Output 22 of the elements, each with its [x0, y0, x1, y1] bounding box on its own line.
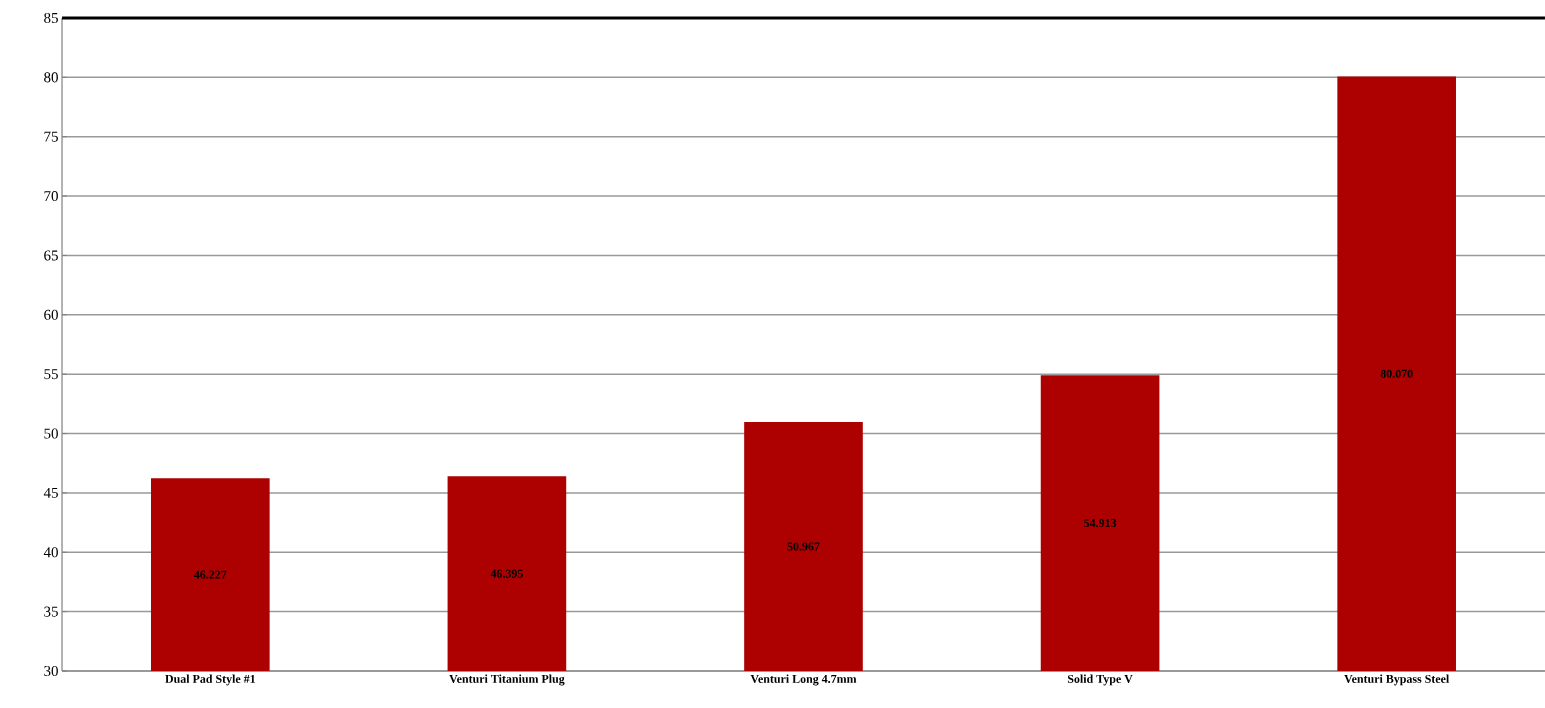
- y-tick-label: 30: [44, 665, 58, 677]
- y-tick-label: 65: [44, 250, 58, 261]
- y-tick-label: 85: [44, 12, 58, 24]
- y-tick-label: 80: [44, 72, 58, 83]
- y-tick-label: 70: [44, 191, 58, 202]
- y-tick-label: 60: [44, 309, 58, 320]
- data-label: 46.227: [194, 570, 227, 579]
- x-tick-label: Dual Pad Style #1: [165, 674, 256, 686]
- data-label: 54.913: [1084, 519, 1117, 528]
- y-tick-label: 50: [44, 428, 58, 439]
- y-tick-label: 75: [44, 131, 58, 142]
- data-label: 50.967: [787, 542, 820, 551]
- y-tick-label: 45: [43, 487, 58, 498]
- x-tick-label: Solid Type V: [1067, 674, 1133, 686]
- data-label: 46.395: [490, 569, 523, 578]
- y-tick-label: 55: [44, 369, 58, 380]
- y-tick-label: 35: [44, 606, 58, 617]
- data-label: 80.070: [1380, 369, 1413, 378]
- x-tick-label: Venturi Bypass Steel: [1344, 674, 1450, 686]
- y-tick-label: 40: [43, 547, 58, 558]
- x-tick-label: Venturi Long 4.7mm: [750, 674, 857, 686]
- x-tick-label: Venturi Titanium Plug: [449, 674, 565, 686]
